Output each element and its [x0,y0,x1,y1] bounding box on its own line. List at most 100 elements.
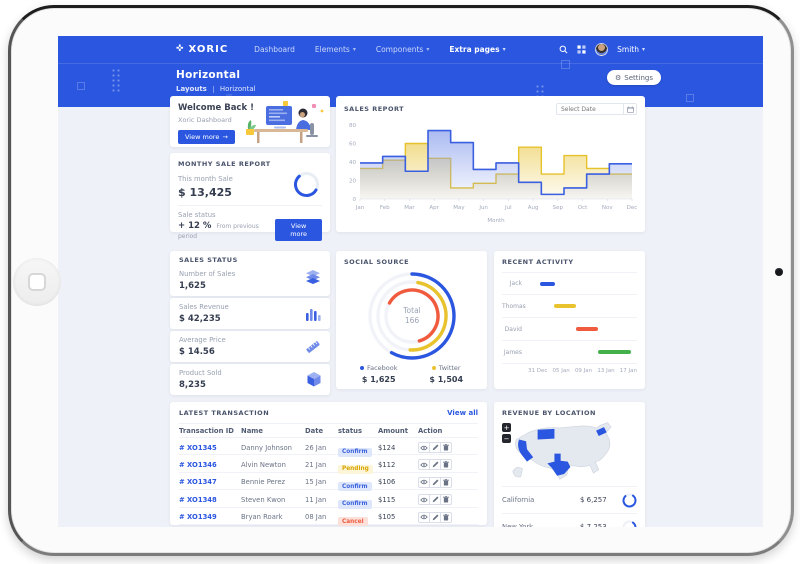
activity-bar[interactable] [598,350,632,354]
transaction-name: Bryan Roark [241,513,283,522]
transaction-id-link[interactable]: # XO1346 [179,460,217,469]
delete-action-button[interactable] [440,442,452,453]
legend-item-facebook: Facebook $ 1,625 [359,364,398,384]
activity-row-thomas: Thomas [502,295,637,318]
svg-text:40: 40 [349,160,356,166]
search-icon[interactable] [559,45,568,54]
chevron-down-icon: ▾ [641,46,645,53]
activity-bar[interactable] [540,281,555,286]
pencil-icon [432,444,438,451]
trash-icon [443,478,449,486]
activity-bar[interactable] [575,327,599,331]
social-legend: Facebook $ 1,625 Twitter $ 1,504 [344,364,479,384]
home-button[interactable] [13,258,61,306]
user-menu[interactable]: Smith ▾ [617,45,645,54]
transaction-date: 26 Jan [305,443,327,452]
metric-value: $ 42,235 [179,314,221,324]
svg-text:Dec: Dec [627,205,637,211]
activity-name: David [504,325,522,333]
camera-dot [775,268,783,276]
activity-name: Jack [509,280,522,287]
nav-item-elements[interactable]: Elements ▾ [314,45,356,54]
delete-action-button[interactable] [440,476,452,488]
location-row-new-york: New York $ 7,253 [502,513,637,527]
activity-bar[interactable] [553,304,576,308]
nav-item-extra-pages[interactable]: Extra pages ▾ [449,45,506,54]
nav-item-components[interactable]: Components ▾ [375,45,430,54]
recent-activity-title: RECENT ACTIVITY [502,258,574,266]
monthly-delta-note: From previous period [178,223,259,240]
state-texas[interactable] [547,453,571,476]
column-header: Transaction ID [179,426,234,435]
monthly-view-more-button[interactable]: View more [275,219,322,241]
status-badge: Confirm [338,499,372,509]
sales-report-chart: 0 20 40 60 80 Jan Feb Mar Apr May Jun Jul Aug Sep Oct N… [349,123,637,224]
delete-action-button[interactable] [440,494,452,506]
location-progress-donut [622,520,637,527]
apps-grid-icon[interactable] [577,45,586,54]
us-map-svg[interactable] [502,420,637,482]
delete-action-button[interactable] [440,511,452,523]
top-navbar: ✜ XORIC Dashboard Elements ▾ Components ▾ Ext… [58,36,763,64]
location-row-california: California $ 6,257 [502,486,637,513]
legend-value: $ 1,504 [429,375,464,384]
axis-tick: 09 Jan [574,368,593,374]
welcome-view-more-button[interactable]: View more → [178,130,235,144]
transaction-id-link[interactable]: # XO1349 [179,513,217,522]
sales-status-card: Product Sold 8,235 [170,364,330,395]
welcome-card: Welcome Back ! Xoric Dashboard View more… [170,96,330,147]
activity-row-jack: Jack [502,272,637,295]
row-actions [418,511,478,523]
home-button-square [28,273,46,291]
transaction-id-link[interactable]: # XO1348 [179,495,217,504]
transaction-id-link[interactable]: # XO1345 [179,443,217,452]
sales-status-card: SALES STATUS Number of Sales 1,625 [170,251,330,296]
bar-chart-icon [306,308,321,321]
social-source-title: SOCIAL SOURCE [344,258,410,266]
user-name: Smith [617,45,639,54]
transactions-title: LATEST TRANSACTION [179,409,270,417]
social-rings-chart: Total 166 [367,272,456,360]
nav-item-dashboard[interactable]: Dashboard [254,45,295,54]
breadcrumb-separator [212,85,214,93]
legend-value: $ 1,625 [361,375,396,384]
trash-icon [443,461,449,468]
calendar-icon-button[interactable] [624,103,637,115]
welcome-subtitle: Xoric Dashboard [178,116,232,124]
pencil-icon [432,514,438,520]
breadcrumb-parent[interactable]: Layouts [176,85,207,93]
transaction-id-link[interactable]: # XO1347 [179,478,217,487]
nav-right: Smith ▾ [559,43,645,56]
select-date-input[interactable] [556,103,624,115]
sales-status-card: Sales Revenue $ 42,235 [170,298,330,329]
state-new-york[interactable] [596,427,607,436]
brand[interactable]: ✜ XORIC [176,44,228,55]
state-california[interactable] [518,439,534,462]
breadcrumb: Layouts Horizontal [176,85,256,93]
svg-text:Month: Month [487,218,505,224]
eye-icon [420,480,428,485]
activity-name: James [503,348,522,356]
delete-action-button[interactable] [440,459,452,471]
transaction-amount: $124 [378,443,396,452]
state-montana[interactable] [537,428,555,440]
sales-report-card: SALES REPORT 0 20 40 60 80 Jan Feb Mar Apr May Jun… [336,96,645,232]
eye-icon [420,514,428,520]
transactions-table: Transaction ID Name Date status Amount Action… [179,423,478,527]
column-header: Date [305,426,324,435]
settings-label: Settings [624,73,653,82]
settings-button[interactable]: ⚙ Settings [607,70,661,85]
map-zoom-out-button[interactable]: − [502,434,511,443]
location-value: $ 7,253 [580,523,607,527]
svg-text:166: 166 [404,316,419,325]
legend-dot [431,366,436,370]
axis-tick: 05 Jan [552,368,570,374]
view-all-link[interactable]: View all [447,409,478,417]
location-name: California [502,496,535,504]
user-avatar[interactable] [595,43,609,56]
map-zoom-in-button[interactable]: + [502,423,511,432]
svg-text:May: May [453,205,465,211]
legend-dot [359,366,364,370]
revenue-location-title: REVENUE BY LOCATION [502,409,596,417]
